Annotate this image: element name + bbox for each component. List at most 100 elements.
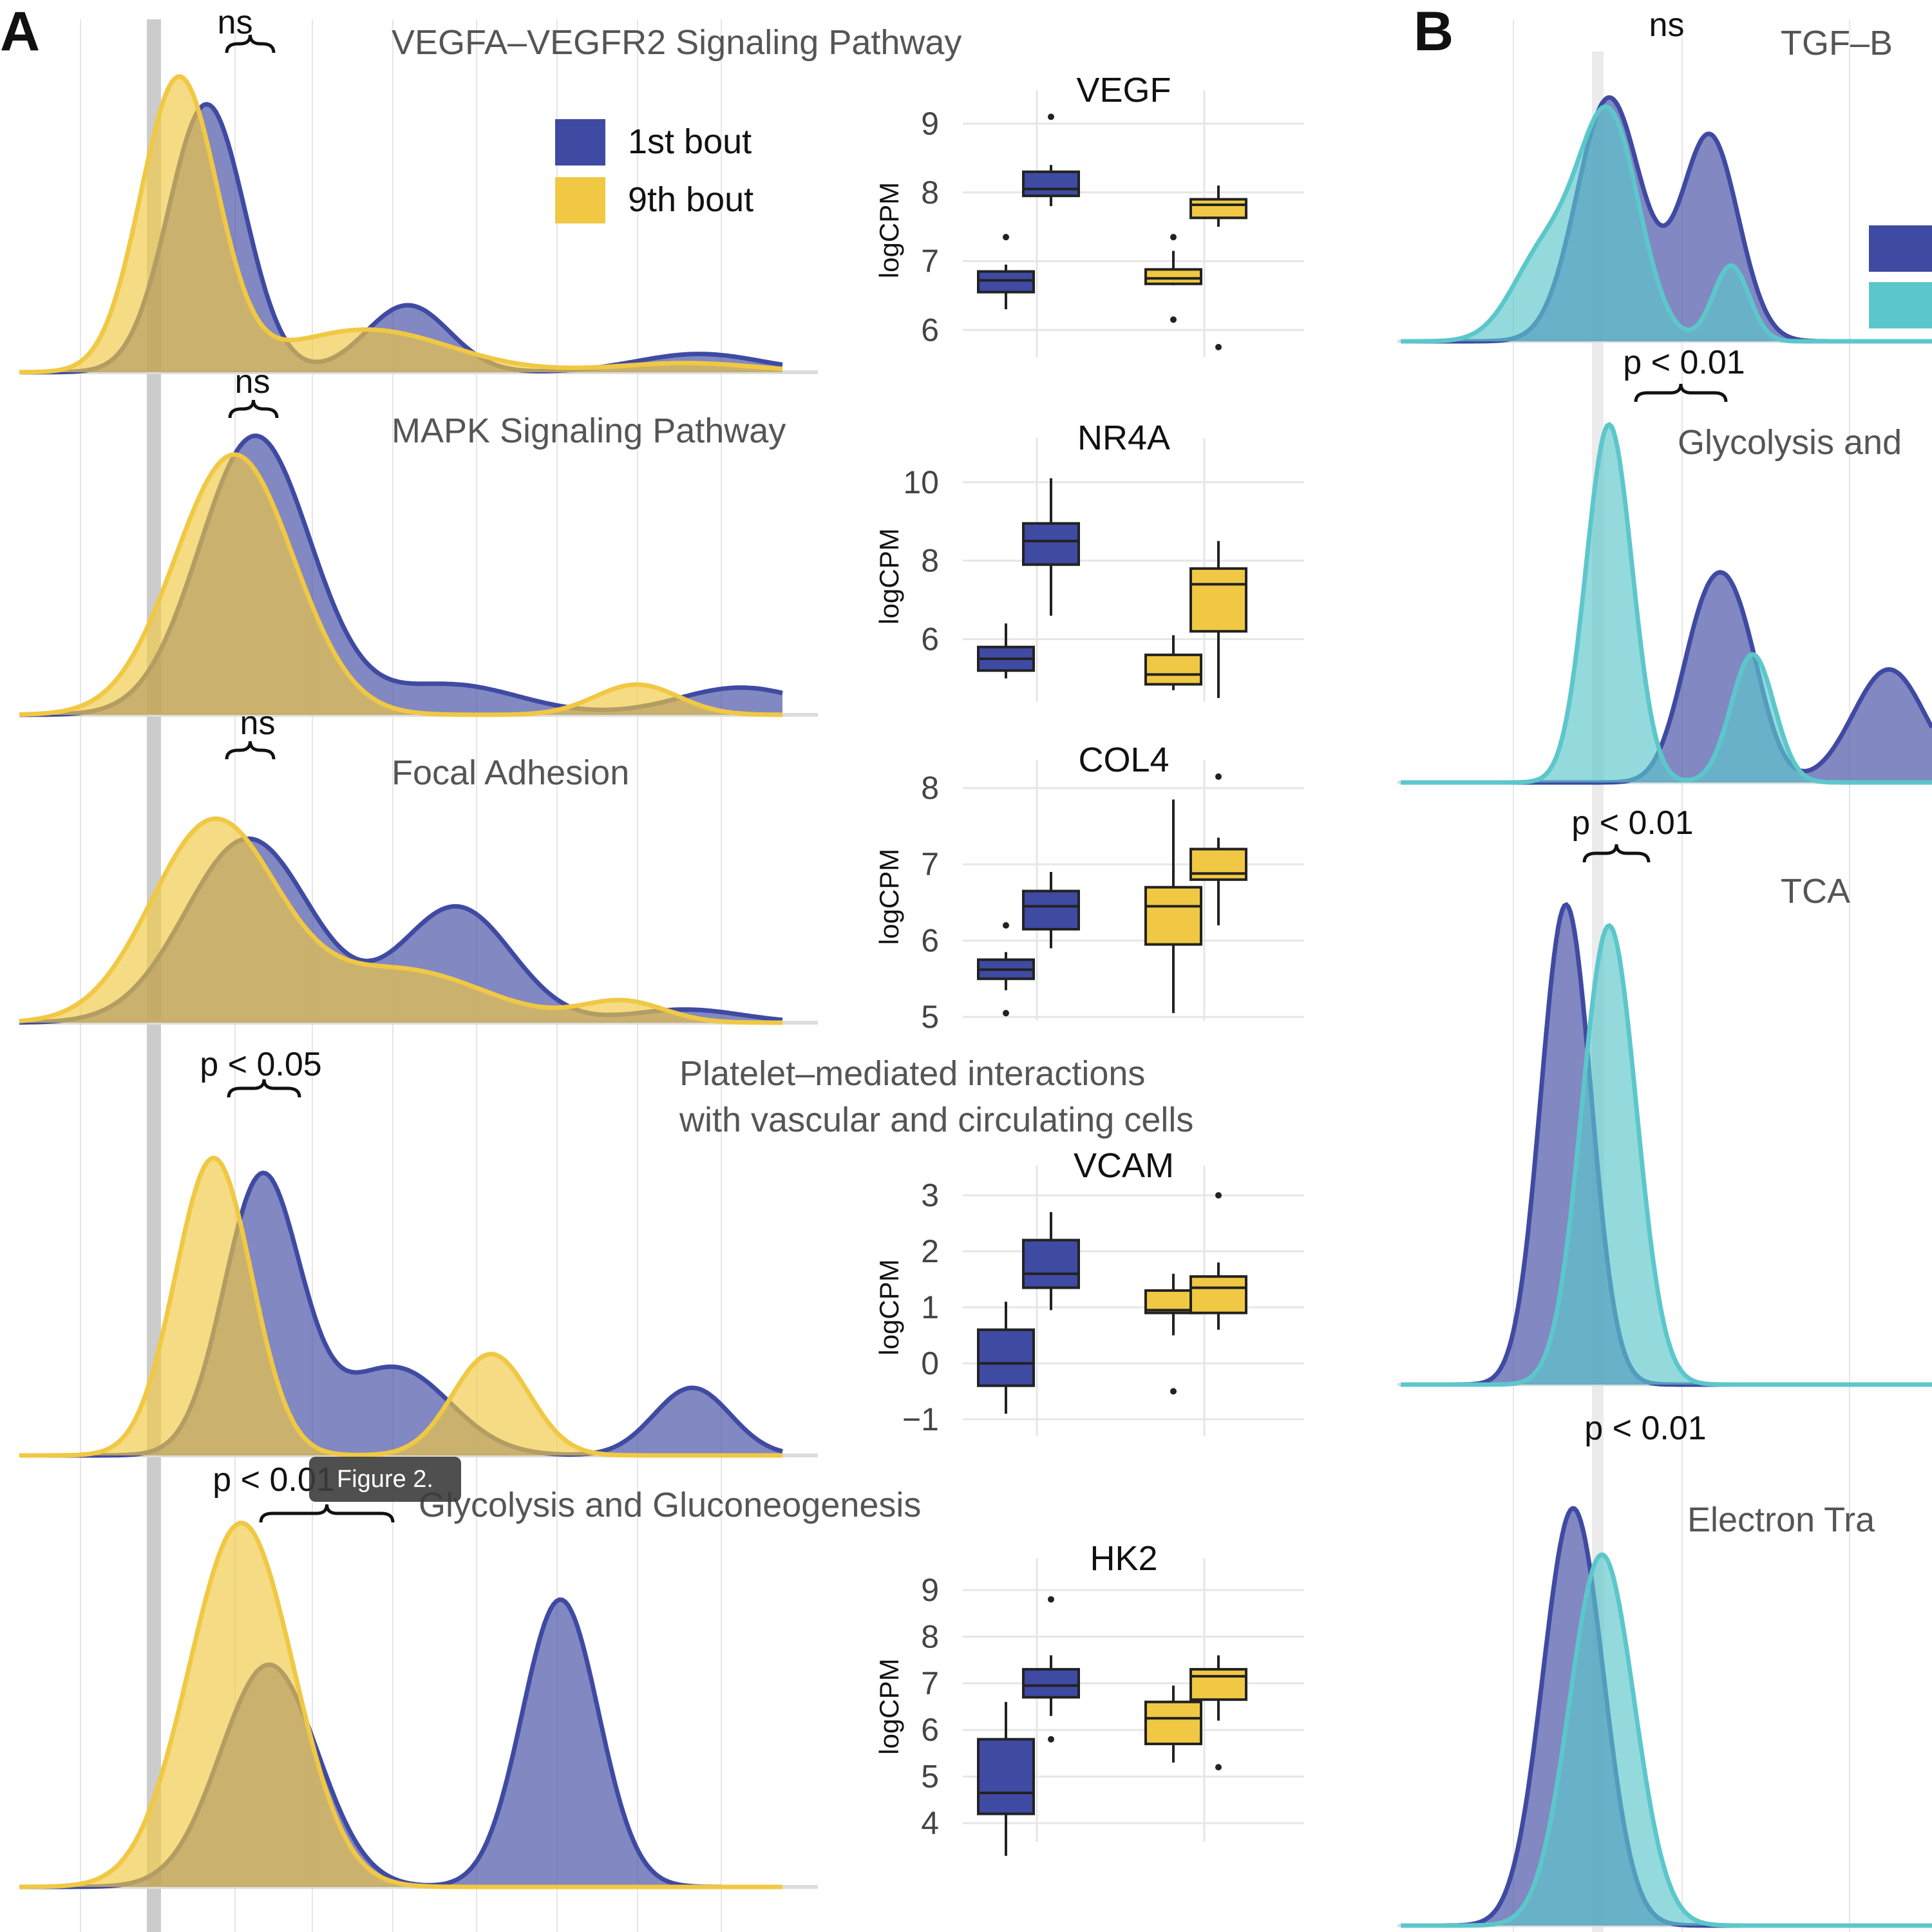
box-ytick-label: 7 [921, 243, 939, 279]
legend-label-1st-bout: 1st bout [628, 122, 752, 161]
box-ytick-label: 1 [921, 1289, 939, 1325]
panel-label-a: A [0, 1, 40, 62]
significance-brace [1634, 383, 1728, 402]
box-vcam-0 [977, 1302, 1035, 1414]
significance-label: ns [240, 705, 276, 742]
box-outlier [1215, 773, 1222, 780]
density-line-series-a [1401, 1506, 1932, 1928]
significance-label-b: p < 0.01 [1623, 344, 1745, 381]
box-ytick-label: 5 [921, 999, 939, 1035]
significance-brace [227, 1079, 301, 1098]
box-outlier [1048, 1736, 1054, 1743]
box-nr4a-1 [1022, 478, 1080, 616]
significance-label-b: ns [1649, 6, 1685, 44]
density-fill-series-b [19, 1158, 782, 1455]
box-body [1144, 1700, 1202, 1745]
box-ytick-label: 0 [921, 1345, 939, 1381]
gene-title: NR4A [1077, 419, 1170, 457]
box-body [1022, 522, 1080, 566]
density-fill-series-b [19, 1522, 782, 1887]
density-fill-series-a [1401, 97, 1932, 342]
box-ytick-label: 2 [921, 1233, 939, 1269]
box-outlier [1170, 234, 1177, 241]
density-fill-series-a [1401, 904, 1932, 1385]
box-ytick-label: 7 [921, 846, 939, 882]
box-outlier [1048, 113, 1054, 120]
pathway-title: VEGFA–VEGFR2 Signaling Pathway [392, 23, 961, 62]
box-ytick-label: 3 [921, 1177, 939, 1213]
significance-label-b: p < 0.01 [1571, 804, 1693, 842]
gene-title: VEGF [1076, 71, 1171, 109]
density-fill-series-b [1401, 925, 1932, 1385]
box-outlier [1003, 1010, 1009, 1017]
box-outlier [1003, 234, 1009, 241]
box-body [1022, 1668, 1080, 1699]
density-plots [19, 74, 1932, 1928]
box-hk2-0 [977, 1701, 1035, 1856]
pathway-title-b: TGF–B [1781, 24, 1893, 62]
legend-swatch-9th-bout [555, 177, 605, 223]
density-fill-series-b [19, 76, 782, 373]
box-body [1144, 653, 1202, 686]
box-vcam-1 [1022, 1212, 1080, 1311]
density-fill-series-a [1401, 1508, 1932, 1926]
box-body [977, 270, 1035, 294]
box-ytick-label: 8 [921, 543, 939, 579]
density-line-series-b [1401, 104, 1932, 344]
box-outlier [1170, 1388, 1177, 1395]
gene-title: HK2 [1090, 1539, 1157, 1578]
density-line-series-b [19, 816, 782, 1025]
box-vegf-1 [1022, 113, 1080, 207]
box-ytick-label: 6 [921, 312, 939, 348]
significance-label: p < 0.05 [200, 1046, 321, 1083]
box-ytick-label: 4 [921, 1805, 939, 1841]
density-line-series-b [19, 1520, 782, 1889]
box-vegf-3 [1189, 185, 1247, 350]
box-ytick-label: 9 [921, 106, 939, 142]
significance-label: ns [235, 363, 270, 401]
significance-brace [1582, 844, 1651, 863]
box-body [1144, 268, 1202, 285]
box-body [977, 1738, 1035, 1815]
legend-swatch-b-1 [1869, 225, 1932, 272]
box-ytick-label: 10 [903, 464, 939, 500]
box-vegf-2 [1144, 234, 1202, 323]
box-vegf-0 [977, 234, 1035, 310]
significance-brace [225, 34, 276, 53]
density-fill-series-a [19, 1173, 782, 1455]
box-body [1144, 886, 1202, 946]
box-outlier [1048, 1596, 1054, 1603]
box-body [1022, 170, 1080, 198]
box-ylabel: logCPM [874, 1658, 904, 1754]
pathway-title: Glycolysis and Gluconeogenesis [419, 1486, 921, 1524]
significance-brace [225, 741, 276, 760]
box-outlier [1215, 1764, 1222, 1771]
box-ytick-label: 8 [921, 1618, 939, 1654]
box-outlier [1215, 1192, 1222, 1199]
significance-brace [259, 1504, 395, 1523]
box-body [1189, 848, 1247, 881]
pathway-title-b: Electron Tra [1687, 1501, 1875, 1539]
box-plots [977, 113, 1247, 1856]
legend-label-9th-bout: 9th bout [628, 180, 753, 219]
box-hk2-3 [1189, 1655, 1247, 1771]
box-vcam-3 [1189, 1192, 1247, 1330]
box-body [1189, 1668, 1247, 1701]
pathway-title: Focal Adhesion [392, 753, 629, 792]
box-nr4a-3 [1189, 541, 1247, 698]
density-line-series-b [19, 1155, 782, 1458]
box-body [1022, 889, 1080, 931]
density-line-series-b [19, 452, 782, 717]
panel-label-b: B [1414, 1, 1454, 62]
density-fill-series-b [19, 454, 782, 715]
density-fill-series-a [1401, 572, 1932, 782]
box-body [977, 1328, 1035, 1387]
box-outlier [1003, 922, 1009, 929]
box-ytick-label: 9 [921, 1572, 939, 1608]
box-ytick-label: 5 [921, 1759, 939, 1795]
box-body [1189, 567, 1247, 633]
gene-title: VCAM [1074, 1146, 1174, 1185]
box-body [1189, 198, 1247, 220]
box-outlier [1170, 316, 1177, 323]
